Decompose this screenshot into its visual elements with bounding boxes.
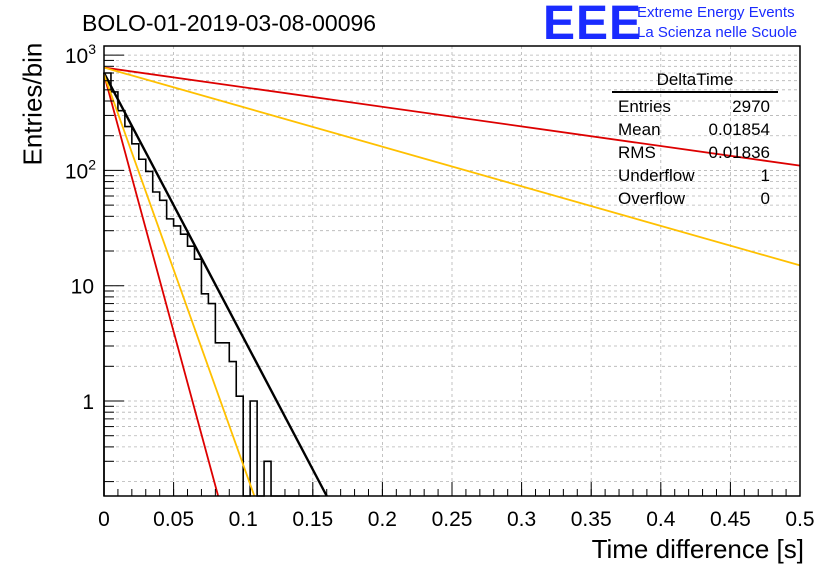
- eee-logo-line1: Extreme Energy Events: [637, 4, 795, 21]
- x-tick-label: 0.2: [368, 508, 397, 531]
- y-tick-label: 103: [65, 41, 96, 68]
- y-tick-label: 102: [65, 156, 96, 183]
- x-axis-label: Time difference [s]: [591, 534, 804, 564]
- stats-row: Entries 2970: [612, 95, 778, 118]
- grid: [103, 46, 801, 496]
- tick-labels: 0 0.05 0.1 0.15 0.2 0.25 0.3 0.35 0.4 0.45 0.51101…: [65, 41, 815, 531]
- axis-ticks: [103, 54, 801, 496]
- chart-title: BOLO-01-2019-03-08-00096: [82, 10, 377, 36]
- x-tick-label: 0.15: [292, 508, 333, 531]
- stats-value: 2970: [732, 97, 770, 116]
- stats-value: 0: [760, 189, 770, 208]
- x-tick-label: 0: [98, 508, 110, 531]
- stats-label: Mean: [618, 120, 661, 139]
- stats-title: DeltaTime: [612, 70, 778, 93]
- x-tick-label: 0.35: [571, 508, 612, 531]
- x-tick-label: 0.5: [785, 508, 814, 531]
- stats-row: Mean 0.01854: [612, 118, 778, 141]
- stats-label: Underflow: [618, 166, 695, 185]
- x-tick-label: 0.05: [153, 508, 194, 531]
- x-tick-label: 0.45: [710, 508, 751, 531]
- series-line: [103, 66, 801, 267]
- stats-label: Overflow: [618, 189, 686, 208]
- x-tick-label: 0.4: [646, 508, 676, 531]
- histogram-outline: [103, 72, 320, 497]
- eee-logo-line2: La Scienza nelle Scuole: [637, 24, 798, 41]
- stats-row: Overflow 0: [612, 187, 778, 210]
- stats-value: 1: [760, 166, 770, 185]
- eee-logo-mark: EEE: [543, 0, 643, 50]
- y-tick-label: 1: [82, 391, 94, 414]
- stats-row: Underflow 1: [612, 164, 778, 187]
- stats-value: 0.01854: [708, 120, 770, 139]
- series-lines: [102, 66, 801, 497]
- x-tick-label: 0.1: [229, 508, 258, 531]
- y-tick-label: 10: [71, 276, 94, 299]
- series-line: [103, 74, 256, 497]
- y-axis-label: Entries/bin: [17, 42, 48, 166]
- series-line: [103, 66, 801, 167]
- histogram: [103, 72, 320, 497]
- x-tick-label: 0.25: [432, 508, 473, 531]
- stats-label: RMS: [618, 143, 656, 162]
- x-tick-label: 0.3: [507, 508, 536, 531]
- stats-box: DeltaTime Entries 2970 Mean 0.01854 RMS …: [612, 70, 778, 210]
- stats-label: Entries: [618, 97, 671, 116]
- fit-line: [102, 72, 328, 497]
- stats-row: RMS 0.01836: [612, 141, 778, 164]
- stats-value: 0.01836: [708, 143, 770, 162]
- series-line: [103, 74, 220, 497]
